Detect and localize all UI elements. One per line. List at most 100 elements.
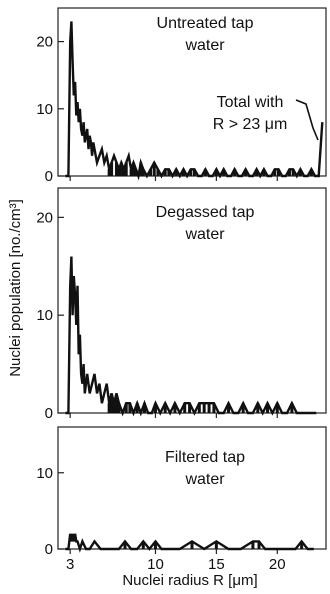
panel-frame — [57, 7, 327, 177]
panel-filtered: 0 10 3 10 15 20 Filtered tap water — [36, 426, 327, 573]
data-bar — [244, 169, 248, 176]
x-tick-label: 20 — [269, 556, 286, 573]
data-bar — [156, 169, 160, 176]
data-bar — [135, 403, 139, 413]
data-bar — [141, 169, 145, 176]
data-bar — [222, 169, 226, 176]
data-bar — [183, 403, 187, 413]
plot-area: 0 10 20 Degassed tap water — [36, 204, 317, 422]
data-bar — [174, 169, 178, 176]
data-bar — [212, 403, 216, 413]
panel-frame — [57, 187, 327, 414]
x-tick-label: 15 — [208, 556, 225, 573]
panel-title: water — [184, 226, 225, 243]
data-bar — [197, 403, 201, 413]
data-bar — [123, 541, 127, 549]
data-bar — [300, 541, 304, 549]
data-bar — [128, 403, 132, 413]
data-bar — [207, 403, 211, 413]
data-bar — [117, 169, 121, 176]
panel-title: Degassed tap — [156, 204, 255, 221]
data-bar — [167, 169, 171, 176]
data-bar — [142, 403, 146, 413]
data-bar — [273, 169, 277, 176]
y-tick-label: 10 — [36, 465, 53, 482]
data-bar — [119, 162, 123, 176]
panel-title: Untreated tap — [157, 15, 254, 32]
data-bar — [107, 169, 111, 176]
data-bar — [190, 541, 194, 549]
data-bar — [152, 162, 156, 176]
panel-title: Filtered tap — [165, 449, 245, 466]
y-tick-label: 0 — [45, 541, 53, 558]
data-bar — [153, 541, 157, 549]
data-bar — [110, 393, 114, 413]
panel-title: water — [184, 37, 225, 54]
data-bar — [251, 541, 255, 549]
data-bar — [287, 169, 291, 176]
x-tick-label: 3 — [66, 556, 74, 573]
data-bar — [192, 169, 196, 176]
data-bar — [122, 169, 126, 176]
data-bar — [134, 169, 138, 176]
y-tick-label: 10 — [36, 101, 53, 118]
data-bar — [188, 403, 192, 413]
data-bar — [233, 169, 237, 176]
data-bar — [255, 169, 259, 176]
data-bar — [262, 169, 266, 176]
data-bar — [257, 541, 261, 549]
data-bar — [114, 393, 118, 413]
data-bar — [276, 169, 280, 176]
plot-area: 0 10 20 Untreated tap water Total with R > 23 … — [36, 15, 324, 185]
data-bar — [256, 403, 260, 413]
panel-title: water — [184, 471, 225, 488]
series-line — [65, 256, 317, 417]
data-bar — [141, 541, 145, 549]
y-axis-label: Nuclei population [no./cm³] — [7, 199, 24, 377]
data-bar — [202, 403, 206, 413]
series-line — [65, 533, 314, 553]
data-bar — [112, 403, 116, 413]
data-bar — [203, 169, 207, 176]
y-tick-label: 20 — [36, 34, 53, 51]
data-bar — [124, 162, 128, 176]
data-bar — [181, 169, 185, 176]
x-tick-label: 10 — [147, 556, 164, 573]
annotation-text: R > 23 μm — [213, 116, 288, 133]
data-bar — [214, 541, 218, 549]
data-bar — [153, 403, 157, 413]
data-bar — [129, 169, 133, 176]
data-bar — [163, 403, 167, 413]
data-bar — [117, 403, 121, 413]
data-bar — [173, 403, 177, 413]
y-tick-label: 10 — [36, 307, 53, 324]
data-bar — [139, 162, 143, 176]
data-bar — [124, 403, 128, 413]
y-tick-label: 0 — [45, 405, 53, 422]
data-bar — [163, 169, 167, 176]
panel-frame — [57, 426, 327, 550]
data-bar — [298, 169, 302, 176]
data-bar — [275, 403, 279, 413]
data-bar — [214, 169, 218, 176]
annotation-arrow — [295, 99, 319, 141]
x-axis-label: Nuclei radius R [μm] — [122, 572, 257, 589]
data-bar — [227, 403, 231, 413]
data-bar — [132, 162, 136, 176]
y-tick-label: 20 — [36, 209, 53, 226]
annotation-text: Total with — [217, 94, 284, 111]
series-line — [65, 21, 324, 181]
panel-untreated: 0 10 20 Untreated tap water Total with R > 23 … — [36, 7, 327, 185]
plot-area: 0 10 3 10 15 20 Filtered tap water — [36, 449, 314, 573]
data-bar — [110, 162, 114, 176]
data-bar — [291, 169, 295, 176]
data-bar — [309, 169, 313, 176]
y-tick-label: 0 — [45, 168, 53, 185]
data-bar — [290, 403, 294, 413]
data-bar — [114, 162, 118, 176]
data-bar — [266, 403, 270, 413]
data-bar — [189, 169, 193, 176]
data-bar — [241, 403, 245, 413]
data-bar — [107, 403, 111, 413]
